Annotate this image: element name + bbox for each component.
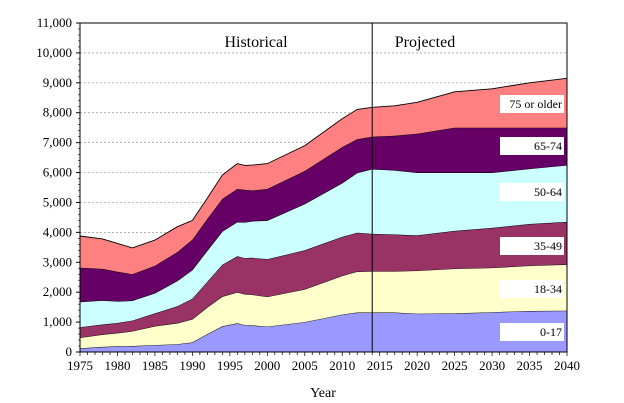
band-label-0-17: 0-17 <box>500 323 564 341</box>
area-series <box>79 77 568 352</box>
x-tick-label: 2000 <box>254 358 280 373</box>
area-18-34 <box>80 264 567 349</box>
band-label-text: 65-74 <box>534 139 562 153</box>
band-label-text: 75 or older <box>509 97 562 111</box>
plot-frame <box>79 22 568 353</box>
x-axis-title: Year <box>310 386 336 401</box>
y-tick-label: 0 <box>66 344 73 359</box>
band-label-box <box>500 183 564 201</box>
y-tick-label: 8,000 <box>43 105 72 120</box>
area-0-17 <box>80 310 567 352</box>
x-tick-label: 1980 <box>104 358 130 373</box>
x-tick-label: 2005 <box>292 358 318 373</box>
area-35-49 <box>80 221 567 338</box>
y-axis: 0 1,000 2,000 3,000 4,000 5,000 6,000 7,000 8,00… <box>36 15 80 359</box>
region-label-projected: Projected <box>395 34 455 51</box>
y-tick-label: 3,000 <box>43 254 72 269</box>
band-label-text: 18-34 <box>534 282 562 296</box>
x-tick-label: 2030 <box>479 358 505 373</box>
band-labels: 0-17 18-34 35-49 50-64 65-74 75 or older <box>500 95 564 341</box>
y-tick-label: 11,000 <box>37 15 72 30</box>
y-tick-label: 4,000 <box>43 224 72 239</box>
band-label-box <box>500 323 564 341</box>
band-label-text: 35-49 <box>534 239 562 253</box>
x-tick-label: 2025 <box>442 358 468 373</box>
y-tick-label: 7,000 <box>43 135 72 150</box>
x-axis: 1975 1980 1985 1990 1995 2000 2005 2010 2015 2020… <box>67 352 580 373</box>
band-label-35-49: 35-49 <box>500 237 564 255</box>
y-tick-label: 9,000 <box>43 75 72 90</box>
x-tick-label: 1990 <box>179 358 205 373</box>
band-label-box <box>500 137 564 155</box>
x-tick-label: 2040 <box>554 358 580 373</box>
y-tick-label: 10,000 <box>36 45 72 60</box>
x-tick-label: 2015 <box>367 358 393 373</box>
x-tick-label: 2010 <box>329 358 355 373</box>
x-tick-label: 2020 <box>404 358 430 373</box>
y-tick-label: 6,000 <box>43 165 72 180</box>
band-label-text: 0-17 <box>540 325 562 339</box>
band-label-text: 50-64 <box>534 185 562 199</box>
area-edge-75-or-older <box>79 77 568 249</box>
x-tick-label: 1975 <box>67 358 93 373</box>
band-label-65-74: 65-74 <box>500 137 564 155</box>
band-label-box <box>500 95 564 113</box>
y-tick-label: 1,000 <box>43 314 72 329</box>
band-label-75-or-older: 75 or older <box>500 95 564 113</box>
band-label-50-64: 50-64 <box>500 183 564 201</box>
x-tick-label: 2035 <box>517 358 543 373</box>
x-tick-label: 1985 <box>142 358 168 373</box>
y-tick-label: 2,000 <box>43 284 72 299</box>
y-tick-label: 5,000 <box>43 194 72 209</box>
area-75-or-older <box>80 78 567 275</box>
band-label-18-34: 18-34 <box>500 280 564 298</box>
region-label-historical: Historical <box>224 34 288 51</box>
area-50-64 <box>80 165 567 328</box>
area-65-74 <box>80 127 567 302</box>
x-tick-label: 1995 <box>217 358 243 373</box>
band-label-box <box>500 280 564 298</box>
band-label-box <box>500 237 564 255</box>
